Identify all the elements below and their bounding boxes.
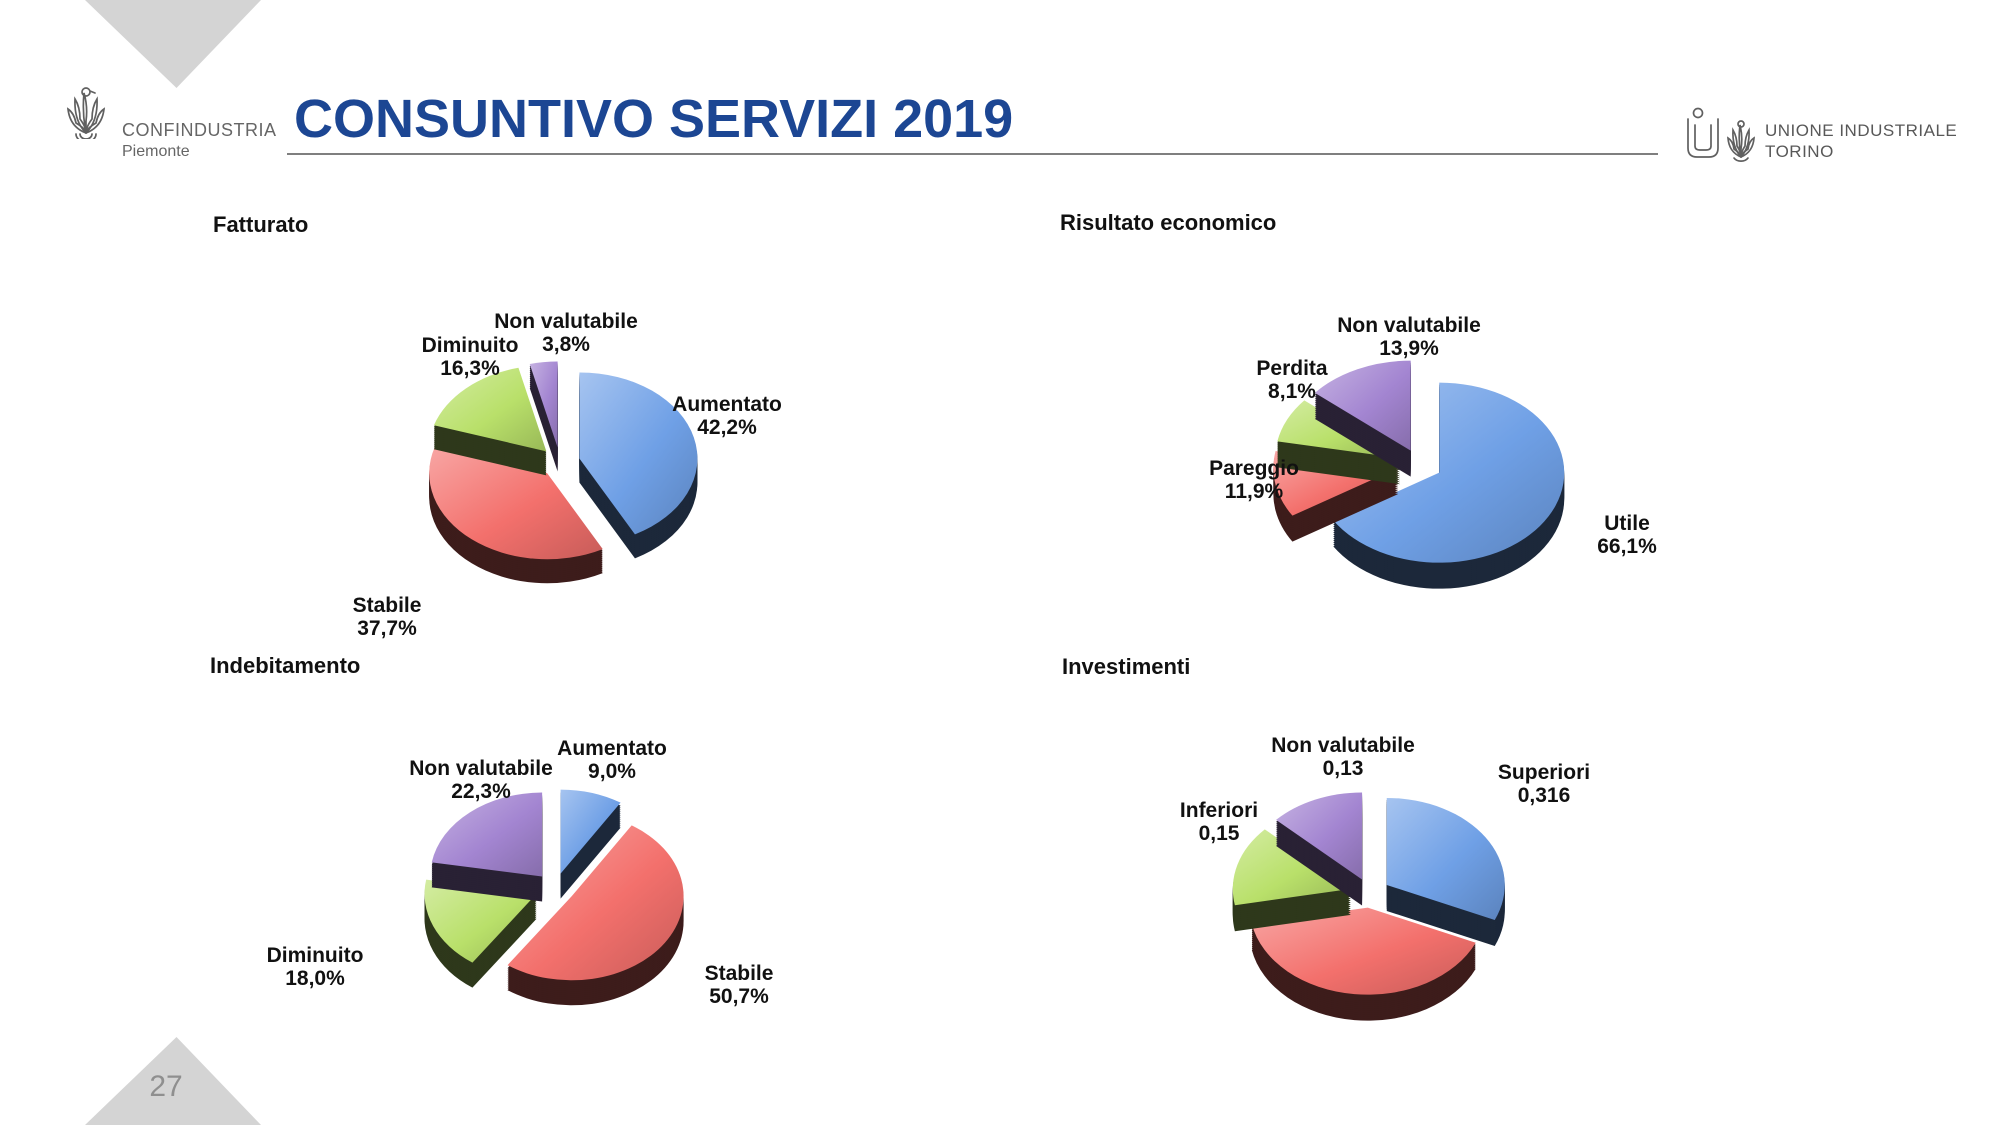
pie-slice-unlabeled <box>1251 907 1476 995</box>
unione-industriale-line2: TORINO <box>1765 142 1834 161</box>
slice-label: Aumentato 42,2% <box>672 393 782 439</box>
slice-label: Stabile 37,7% <box>353 594 422 640</box>
eagle-icon <box>66 87 106 143</box>
page-title: CONSUNTIVO SERVIZI 2019 <box>294 89 1014 149</box>
slice-label: Non valutabile 3,8% <box>494 310 638 356</box>
slice-label-value: 22,3% <box>451 780 511 803</box>
pie-slice-utile <box>1333 382 1565 563</box>
pie-slice-aumentato <box>579 372 698 535</box>
slice-label-name: Stabile <box>352 594 422 617</box>
slice-label-value: 9,0% <box>588 760 636 783</box>
slice-label-value: 66,1% <box>1597 535 1657 558</box>
confindustria-name: CONFINDUSTRIA <box>122 120 277 140</box>
slice-label-name: Superiori <box>1497 761 1591 784</box>
slice-label: Inferiori 0,15 <box>1180 799 1258 845</box>
pie-slice-stabile <box>507 825 684 981</box>
slice-label: Utile 66,1% <box>1597 512 1657 558</box>
slice-label-value: 0,316 <box>1517 784 1571 807</box>
slice-label-value: 11,9% <box>1224 480 1284 503</box>
slice-label-name: Non valutabile <box>1271 734 1415 757</box>
title-underline <box>287 153 1658 155</box>
slice-label: Superiori 0,316 <box>1498 761 1590 807</box>
slice-label: Diminuito 18,0% <box>267 944 364 990</box>
pie-chart-indebitamento <box>424 789 684 1006</box>
pie-slice-superiori <box>1386 797 1505 920</box>
chart-title: Fatturato <box>213 212 309 237</box>
slice-label-value: 50,7% <box>709 985 769 1008</box>
pie-chart-fatturato <box>429 361 698 584</box>
slice-label-value: 0,13 <box>1322 757 1364 780</box>
slice-label: Pareggio 11,9% <box>1209 457 1299 503</box>
chart-title: Indebitamento <box>210 653 361 678</box>
pie-chart-risultato-economico <box>1273 360 1565 589</box>
unione-industriale-wordmark: UNIONE INDUSTRIALE TORINO <box>1765 120 1957 162</box>
pie-slice-diminuito <box>424 879 537 963</box>
pie-slice-non-valutabile <box>1276 792 1363 880</box>
chart-title: Risultato economico <box>1060 210 1277 235</box>
unione-industriale-logo <box>1683 105 1763 170</box>
pie-slice-inferiori <box>1232 829 1351 906</box>
confindustria-region: Piemonte <box>122 143 190 160</box>
slice-label-name: Perdita <box>1256 357 1328 380</box>
unione-industriale-mark <box>1687 107 1755 162</box>
slice-label-value: 8,1% <box>1268 380 1316 403</box>
pie-slice-stabile <box>429 447 603 560</box>
slice-label-name: Inferiori <box>1179 799 1259 822</box>
page-number: 27 <box>149 1070 183 1103</box>
pie-slice-non-valutabile <box>529 361 558 448</box>
confindustria-logo <box>58 83 114 144</box>
slice-label: Perdita 8,1% <box>1256 357 1327 403</box>
pie-chart-investimenti <box>1232 792 1505 1021</box>
slice-label-value: 42,2% <box>697 416 757 439</box>
slice-label-value: 13,9% <box>1379 337 1439 360</box>
slice-label-name: Non valutabile <box>1337 314 1481 337</box>
slice-label-name: Diminuito <box>421 334 519 357</box>
slice-label-name: Aumentato <box>672 393 782 416</box>
pie-slice-non-valutabile <box>431 792 543 877</box>
slice-label-value: 0,15 <box>1198 822 1240 845</box>
slice-label-value: 18,0% <box>285 967 345 990</box>
pie-slice-non-valutabile <box>1314 360 1411 451</box>
slice-label: Non valutabile 13,9% <box>1337 314 1481 360</box>
slice-label-name: Stabile <box>704 962 774 985</box>
slice-label: Non valutabile 22,3% <box>409 757 553 803</box>
chart-title: Investimenti <box>1062 654 1191 679</box>
pie-slice-aumentato <box>560 789 621 874</box>
slice-label-value: 16,3% <box>440 357 500 380</box>
slice-label-value: 3,8% <box>542 333 590 356</box>
slice-label-name: Non valutabile <box>494 310 638 333</box>
confindustria-wordmark: CONFINDUSTRIA Piemonte <box>122 120 277 161</box>
slice-label-name: Non valutabile <box>409 757 553 780</box>
slice-label-name: Aumentato <box>557 737 667 760</box>
slice-label: Non valutabile 0,13 <box>1271 734 1415 780</box>
slice-label-name: Diminuito <box>266 944 364 967</box>
slice-label-value: 37,7% <box>357 617 417 640</box>
slice-label-name: Utile <box>1604 512 1650 535</box>
slice-label: Stabile 50,7% <box>705 962 774 1008</box>
slice-label: Aumentato 9,0% <box>557 737 667 783</box>
unione-industriale-line1: UNIONE INDUSTRIALE <box>1765 121 1958 140</box>
slice-label-name: Pareggio <box>1209 457 1299 480</box>
slice-label: Diminuito 16,3% <box>422 334 519 380</box>
pie-slice-diminuito <box>433 367 547 452</box>
